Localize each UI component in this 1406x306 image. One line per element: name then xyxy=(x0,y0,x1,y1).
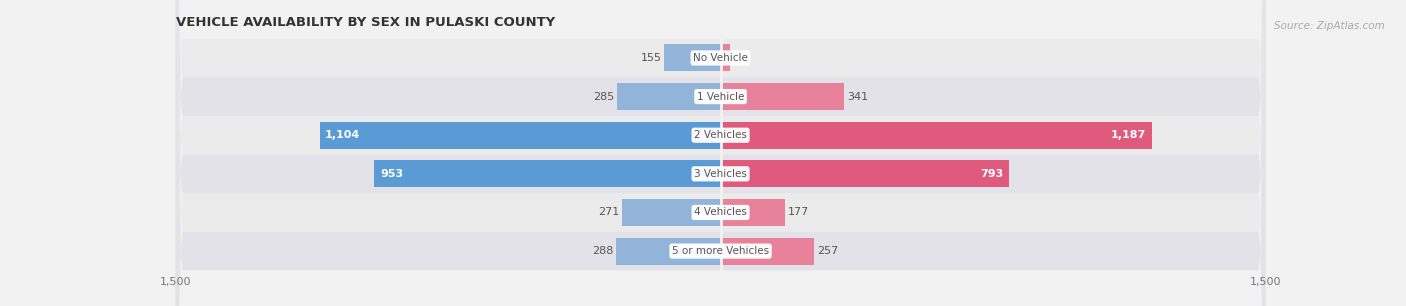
FancyBboxPatch shape xyxy=(176,0,1265,306)
Bar xyxy=(664,44,721,72)
Text: 2 Vehicles: 2 Vehicles xyxy=(695,130,747,140)
Bar xyxy=(616,237,721,265)
Bar xyxy=(621,199,721,226)
Bar xyxy=(721,199,785,226)
FancyBboxPatch shape xyxy=(176,0,1265,306)
Bar xyxy=(721,83,845,110)
FancyBboxPatch shape xyxy=(176,0,1265,306)
Text: 155: 155 xyxy=(640,53,661,63)
Text: 1 Vehicle: 1 Vehicle xyxy=(697,91,744,102)
Text: 271: 271 xyxy=(598,207,619,218)
Bar xyxy=(721,122,1152,149)
Text: Source: ZipAtlas.com: Source: ZipAtlas.com xyxy=(1274,21,1385,32)
Bar xyxy=(374,160,721,187)
FancyBboxPatch shape xyxy=(176,0,1265,306)
Text: 27: 27 xyxy=(734,53,748,63)
FancyBboxPatch shape xyxy=(176,0,1265,306)
Text: 288: 288 xyxy=(592,246,613,256)
Text: 1,104: 1,104 xyxy=(325,130,360,140)
Text: 953: 953 xyxy=(380,169,404,179)
FancyBboxPatch shape xyxy=(176,0,1265,306)
Text: 341: 341 xyxy=(848,91,869,102)
Text: 793: 793 xyxy=(980,169,1002,179)
Bar xyxy=(721,237,814,265)
Text: 5 or more Vehicles: 5 or more Vehicles xyxy=(672,246,769,256)
Text: 177: 177 xyxy=(787,207,808,218)
Text: 257: 257 xyxy=(817,246,838,256)
Text: 1,187: 1,187 xyxy=(1111,130,1146,140)
Text: VEHICLE AVAILABILITY BY SEX IN PULASKI COUNTY: VEHICLE AVAILABILITY BY SEX IN PULASKI C… xyxy=(176,16,555,28)
Bar xyxy=(617,83,721,110)
Bar xyxy=(721,160,1008,187)
Text: 3 Vehicles: 3 Vehicles xyxy=(695,169,747,179)
Bar xyxy=(319,122,721,149)
Text: No Vehicle: No Vehicle xyxy=(693,53,748,63)
Text: 4 Vehicles: 4 Vehicles xyxy=(695,207,747,218)
Bar xyxy=(721,44,730,72)
Text: 285: 285 xyxy=(593,91,614,102)
